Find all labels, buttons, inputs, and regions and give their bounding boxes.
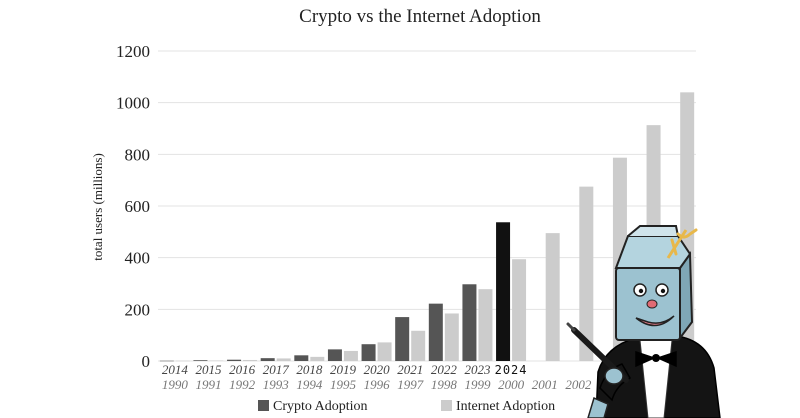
bar-internet-1993 [276, 358, 291, 361]
straw-stem [666, 229, 688, 259]
bar-internet-2001 [545, 233, 560, 361]
bar-crypto-2014 [159, 360, 174, 362]
legend-swatch-crypto [258, 400, 269, 411]
bar-crypto-2023 [462, 284, 477, 361]
y-axis-label: total users (millions) [90, 153, 105, 261]
x-tick-crypto-year: 2018 [296, 362, 323, 377]
legend-label-internet: Internet Adoption [456, 399, 555, 414]
lower-arm [587, 396, 609, 418]
right-pupil [660, 288, 666, 294]
x-tick-internet-year: 2001 [532, 377, 558, 392]
bow-tie-knot [652, 354, 660, 362]
bar-crypto-2016 [227, 359, 242, 361]
bar-internet-1994 [310, 356, 325, 361]
y-tick-label: 1200 [116, 42, 150, 61]
bar-internet-1997 [411, 330, 426, 361]
y-tick-label: 600 [125, 197, 151, 216]
bar-crypto-2015 [193, 360, 208, 361]
x-tick-crypto-year: 2015 [195, 362, 222, 377]
x-tick-crypto-year: 2024 [495, 363, 528, 377]
x-tick-crypto-year: 2014 [162, 362, 189, 377]
bar-internet-1991 [209, 360, 224, 361]
bar-internet-2000 [512, 259, 527, 361]
x-tick-crypto-year: 2020 [364, 362, 391, 377]
carton-gable-top [614, 235, 692, 269]
bar-crypto-2018 [294, 355, 309, 361]
bar-internet-1995 [343, 350, 358, 361]
left-pupil [638, 288, 644, 294]
x-tick-internet-year: 1995 [330, 377, 357, 392]
hand [604, 367, 624, 385]
bar-internet-1992 [243, 359, 258, 361]
bar-crypto-2021 [395, 317, 410, 361]
x-tick-internet-year: 1990 [162, 377, 189, 392]
bar-internet-1996 [377, 342, 392, 361]
y-axis-ticks: 0 200 400 600 800 1000 1200 [116, 42, 150, 371]
y-tick-label: 0 [142, 352, 151, 371]
bar-crypto-2019 [327, 349, 342, 361]
bar-crypto-2020 [361, 344, 376, 361]
gridlines [158, 50, 696, 362]
bar-internet-1999 [478, 289, 493, 361]
x-tick-internet-year: 1999 [464, 377, 491, 392]
bar-crypto-2017 [260, 358, 275, 361]
y-tick-label: 800 [125, 145, 151, 164]
bow-tie-icon [635, 350, 677, 368]
mouth-smile [635, 315, 675, 327]
x-tick-internet-year: 1997 [397, 377, 424, 392]
x-tick-internet-year: 1994 [296, 377, 323, 392]
bar-internet-1998 [444, 313, 459, 361]
y-tick-label: 400 [125, 249, 151, 268]
x-tick-internet-year: 1998 [431, 377, 458, 392]
milk-carton-mascot-illustration [566, 225, 721, 418]
nose [646, 299, 658, 309]
x-tick-internet-year: 1993 [263, 377, 290, 392]
carton-ridge [627, 225, 679, 237]
x-tick-internet-year: 2000 [498, 377, 525, 392]
x-tick-internet-year: 1992 [229, 377, 256, 392]
bar-crypto-2022 [428, 303, 443, 361]
x-tick-crypto-year: 2017 [263, 362, 290, 377]
legend-swatch-internet [441, 400, 452, 411]
legend-label-crypto: Crypto Adoption [273, 399, 368, 414]
bars [159, 92, 695, 362]
x-tick-crypto-year: 2019 [330, 362, 357, 377]
y-tick-label: 1000 [116, 94, 150, 113]
chart-title: Crypto vs the Internet Adoption [299, 6, 541, 27]
x-tick-crypto-year: 2022 [431, 362, 458, 377]
x-tick-internet-year: 2002 [565, 377, 592, 392]
x-tick-crypto-year: 2023 [464, 362, 491, 377]
x-tick-internet-year: 1991 [195, 377, 221, 392]
bar-crypto-2024 [496, 222, 511, 361]
x-tick-crypto-year: 2021 [397, 362, 423, 377]
y-tick-label: 200 [125, 300, 151, 319]
legend: Crypto Adoption Internet Adoption [258, 399, 555, 414]
bar-internet-2002 [579, 186, 594, 361]
x-tick-internet-year: 1996 [364, 377, 391, 392]
x-tick-crypto-year: 2016 [229, 362, 256, 377]
bar-internet-1990 [175, 360, 190, 362]
pen-nib [566, 322, 576, 332]
